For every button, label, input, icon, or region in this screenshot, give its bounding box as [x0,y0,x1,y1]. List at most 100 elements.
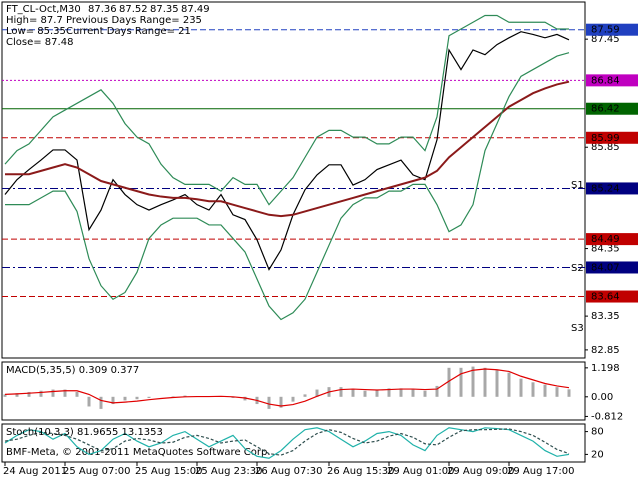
histogram-bar [303,394,307,397]
histogram-bar [543,384,547,397]
histogram-bar [51,389,55,397]
x-tick-label: 29 Aug 09:00 [447,466,514,477]
histogram-bar [471,366,475,397]
level-box [586,23,638,36]
histogram-bar [351,389,355,397]
histogram-bar [291,396,295,402]
info-text: Previous Days Range= 235 [66,15,202,26]
histogram-bar [399,388,403,397]
level-box [586,131,638,144]
level-label: 86.84 [591,75,620,86]
series-line [4,31,570,271]
histogram-bar [375,389,379,397]
y-tick-label: 20 [591,449,604,460]
level-label: 83.64 [591,292,620,303]
histogram-bar [147,396,151,399]
histogram-bar [411,389,415,397]
histogram-bar [495,370,499,397]
series-line [4,368,570,407]
x-tick-label: 25 Aug 23:30 [195,466,262,477]
histogram-bar [3,394,7,397]
y-tick-label: 0.00 [591,392,613,403]
y-tick-label: 87.45 [591,34,620,45]
histogram-bar [111,396,115,405]
histogram-bar [459,367,463,397]
y-tick-label: 82.85 [591,345,620,356]
histogram-bar [279,396,283,408]
histogram-bar [75,391,79,397]
histogram-bar [135,396,139,400]
level-annotation: S1 [571,180,584,191]
panel-frame [1,1,586,359]
panel-title: MACD(5,35,5) 0.309 0.377 [6,365,139,376]
panel-title: Stoch(10,3,3) 81.9655 13.1353 [6,427,163,438]
histogram-bar [363,390,367,397]
y-tick-label: -0.812 [591,411,623,422]
panel-frame [1,361,586,421]
level-box [586,102,638,115]
series-line [4,427,570,459]
level-annotation: S3 [571,323,584,334]
x-tick-label: 24 Aug 2011 [3,466,67,477]
panel-frame [1,423,586,463]
ohlc-value: 87.52 [119,4,148,15]
histogram-bar [567,389,571,397]
histogram-bar [555,387,559,397]
histogram-bar [87,396,91,407]
histogram-bar [507,372,511,397]
histogram-bar [63,389,67,397]
y-tick-label: 1.198 [591,363,620,374]
histogram-bar [99,396,103,409]
x-tick-label: 26 Aug 07:30 [255,466,322,477]
series-line [5,80,570,218]
x-tick-label: 26 Aug 15:30 [327,466,394,477]
level-label: 87.59 [591,25,620,36]
histogram-bar [519,378,523,397]
histogram-bar [15,393,19,397]
level-box [586,261,638,274]
histogram-bar [531,382,535,397]
level-annotation: S2 [571,263,584,274]
footer: BMF-Meta, © 2001-2011 MetaQuotes Softwar… [6,447,271,458]
ohlc-value: 87.49 [181,4,210,15]
histogram-bar [387,388,391,397]
level-label: 84.07 [591,262,620,273]
histogram-bar [423,390,427,397]
level-box [586,74,638,87]
series-line [5,52,570,321]
histogram-bar [435,385,439,397]
level-box [586,233,638,246]
x-tick-label: 29 Aug 17:00 [507,466,574,477]
x-tick-label: 25 Aug 07:00 [63,466,130,477]
level-label: 85.24 [591,183,620,194]
info-text: Low= 85.35 [6,26,66,37]
level-label: 85.99 [591,133,620,144]
histogram-bar [123,396,127,401]
level-label: 86.42 [591,104,620,115]
histogram-bar [27,391,31,397]
level-label: 84.49 [591,234,620,245]
info-text: Close= 87.48 [6,37,73,48]
y-tick-label: 80 [591,427,604,438]
y-tick-label: 85.85 [591,142,620,153]
histogram-bar [483,367,487,397]
symbol-title: FT_CL-Oct,M30 [6,4,81,15]
ohlc-value: 87.35 [150,4,179,15]
histogram-bar [447,367,451,397]
histogram-bar [267,396,271,409]
x-tick-label: 25 Aug 15:00 [135,466,202,477]
level-box [586,182,638,195]
y-tick-label: 84.35 [591,244,620,255]
info-text: High= 87.7 [6,15,63,26]
info-text: Current Days Range= 21 [66,26,191,37]
y-tick-label: 83.35 [591,311,620,322]
histogram-bar [183,395,187,397]
histogram-bar [339,387,343,397]
x-tick-label: 29 Aug 01:00 [387,466,454,477]
histogram-bar [231,396,235,399]
ohlc-value: 87.36 [88,4,117,15]
series-line [4,428,570,456]
